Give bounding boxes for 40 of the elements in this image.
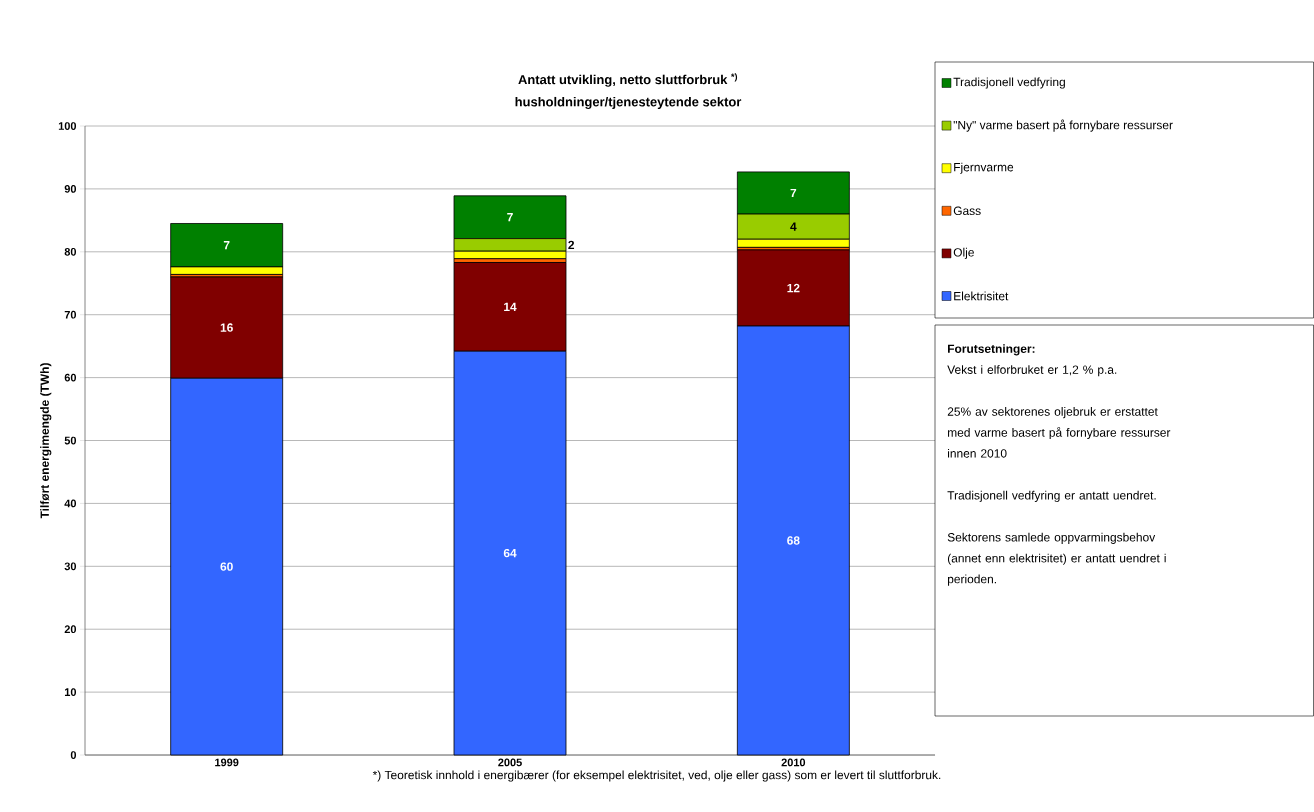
chart-title: Antatt utvikling, netto sluttforbruk $^{*)}$ — [518, 73, 738, 87]
data-label: 7 — [790, 188, 797, 198]
y-tick-label: 80 — [64, 247, 77, 256]
text: Sektorens samlede oppvarmingsbehov (annet enn elektrisitet) er antatt uendret i perioden. — [947, 532, 1166, 586]
data-label: 7 — [223, 241, 230, 250]
legend-label: Tradisjonell vedfyring — [953, 77, 1065, 89]
text: Tradisjonell vedfyring er antatt uendret. — [947, 490, 1156, 502]
data-label: 7 — [507, 213, 513, 222]
y-tick-label: 30 — [64, 562, 77, 571]
data-label: 12 — [787, 283, 800, 293]
data-label: 16 — [220, 323, 233, 332]
y-tick-label: 40 — [64, 499, 77, 508]
text: Forutsetninger: — [948, 344, 1035, 356]
x-tick-label: 1999 — [215, 758, 239, 767]
legend-label: Olje — [953, 247, 974, 259]
y-tick-label: 50 — [64, 436, 77, 445]
data-label: 14 — [504, 302, 517, 311]
data-label: 2 — [568, 240, 575, 250]
x-tick-label: 2005 — [498, 758, 522, 767]
text: Vekst i elforbruket er 1,2 % p.a. — [947, 365, 1117, 377]
data-label: 64 — [503, 548, 517, 558]
y-tick-label: 10 — [64, 688, 77, 696]
y-tick-label: 20 — [64, 625, 77, 634]
y-tick-label: 100 — [58, 122, 77, 130]
legend-label: Fjernvarme — [954, 162, 1014, 174]
chart-subtitle: husholdninger/tjenesteytende sektor — [515, 96, 742, 110]
y-tick-label: 70 — [64, 310, 77, 319]
legend-label: Elektrisitet — [954, 291, 1009, 301]
data-label: 60 — [220, 562, 233, 571]
text: 25% av sektorenes oljebruk er erstattet med varme basert på fornybare ressurser innen 2010 — [947, 407, 1171, 458]
legend-label: "Ny" varme basert på fornybare ressurser — [953, 119, 1173, 132]
text: *) Teoretisk innhold i energibærer (for eksempel elektrisitet, ved, olje eller gass) som er levert til sluttforbruk. — [372, 770, 941, 782]
y-axis-title: Tilført energimengde (TWh) — [40, 363, 52, 519]
legend-label: Gass — [953, 206, 981, 216]
y-tick-label: 0 — [70, 751, 77, 759]
data-label: 68 — [787, 536, 800, 545]
y-tick-label: 90 — [64, 185, 77, 193]
x-tick-label: 2010 — [781, 758, 806, 767]
y-tick-label: 60 — [64, 373, 77, 382]
data-label: 4 — [790, 222, 797, 231]
